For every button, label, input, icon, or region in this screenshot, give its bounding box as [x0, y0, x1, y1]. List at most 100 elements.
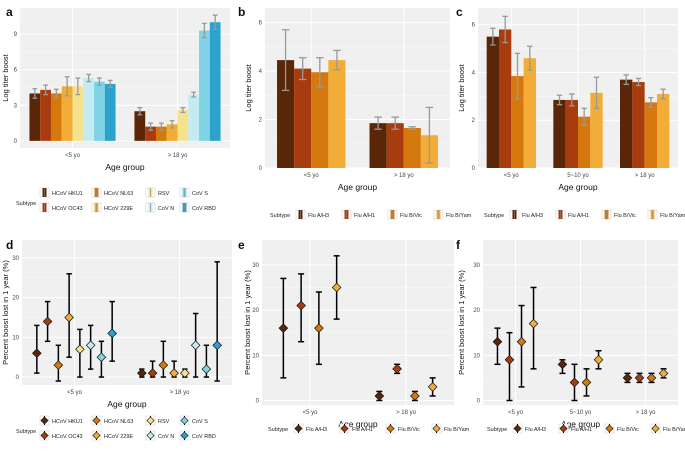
- legend-label: CoV S: [192, 191, 208, 197]
- point-marker: [75, 344, 85, 355]
- bar: [311, 72, 329, 168]
- x-tick-label: > 18 yo: [168, 153, 189, 159]
- x-tick-label: > 18 yo: [635, 173, 656, 179]
- y-tick-label: 0: [259, 166, 263, 172]
- legend-key-diamond: [180, 416, 189, 425]
- point-marker: [492, 336, 503, 347]
- x-tick-label: <5 yo: [67, 390, 83, 396]
- legend-label: RSV: [158, 419, 170, 425]
- point-marker: [646, 373, 657, 383]
- legend-label: CoV RBD: [192, 434, 216, 440]
- point-marker: [528, 318, 539, 329]
- point-marker: [96, 352, 107, 362]
- point-marker: [53, 360, 64, 370]
- bar: [83, 78, 95, 141]
- y-tick-label: 6: [472, 23, 476, 29]
- point-marker: [516, 336, 527, 347]
- y-axis-label: Log titer boost: [457, 63, 466, 111]
- bar: [328, 60, 346, 168]
- bar: [511, 76, 524, 168]
- bar: [499, 29, 512, 168]
- legend-label: Flu B/Yam: [444, 427, 470, 433]
- legend-label: CoV S: [192, 419, 208, 425]
- bar: [403, 128, 421, 168]
- y-tick-label: 6: [14, 68, 18, 74]
- bar: [565, 99, 578, 168]
- bar: [40, 89, 51, 141]
- y-axis-label: Log titer boost: [244, 63, 253, 111]
- panel-d: 0 10 20 30 <5 yo > 18 yo Age group Percent boos…: [1, 238, 232, 409]
- y-tick-label: 20: [252, 308, 259, 314]
- x-tick-label: > 18 yo: [170, 390, 191, 396]
- bar: [145, 126, 156, 141]
- bar: [294, 68, 312, 168]
- legend-title: Subtype: [484, 213, 504, 219]
- point-marker: [32, 348, 42, 359]
- legend-title: Subtype: [268, 427, 288, 433]
- legend-key-diamond: [180, 431, 189, 440]
- panel-f: 0 10 20 30 <5 yo 5~10 yo > 18 yo Age group Perce…: [456, 238, 678, 429]
- panel-label: b: [238, 5, 245, 19]
- panel-c: 0 2 4 6 <5 yo 5~10 yo > 18 yo Age group Log tite…: [456, 5, 678, 192]
- legend-label: Flu A/H1: [571, 427, 592, 433]
- point-marker: [557, 359, 568, 370]
- bar: [29, 93, 41, 141]
- y-axis-label: Log titer boost: [1, 53, 10, 101]
- y-tick-label: 0: [477, 398, 481, 404]
- legend-label: HCoV OC43: [52, 434, 83, 440]
- point-marker: [658, 368, 669, 379]
- legend-title: Subtype: [270, 213, 290, 219]
- point-marker: [137, 368, 147, 378]
- legend-key-diamond: [559, 424, 568, 433]
- y-tick-label: 2: [472, 118, 476, 124]
- x-tick-label: <5 yo: [504, 173, 520, 179]
- legend-title: Subtype: [487, 427, 507, 433]
- y-tick-label: 20: [473, 308, 480, 314]
- bar: [657, 93, 670, 168]
- panel-label: a: [6, 5, 13, 19]
- legend-title: Subtype: [16, 201, 36, 207]
- point-marker: [374, 391, 385, 401]
- x-axis-label: Age group: [558, 182, 597, 192]
- legend-panel-d: Subtype HCoV HKU1 HCoV NL63 RSV CoV S HCoV OC…: [16, 415, 216, 441]
- bar: [72, 86, 84, 141]
- y-tick-label: 6: [259, 21, 263, 27]
- legend-label: CoV N: [158, 434, 174, 440]
- x-tick-label: 5~10 yo: [570, 410, 592, 416]
- point-marker: [392, 364, 402, 374]
- bar: [50, 93, 62, 141]
- point-marker: [504, 354, 515, 365]
- bar: [277, 60, 295, 168]
- point-marker: [180, 368, 190, 378]
- bar: [61, 86, 73, 141]
- y-tick-label: 4: [472, 70, 476, 76]
- y-axis-label: Percent boost lost in 1 year (%): [1, 260, 10, 365]
- point-marker: [147, 368, 158, 378]
- y-tick-label: 3: [14, 103, 18, 109]
- y-tick-label: 9: [14, 32, 18, 38]
- legend-label: RSV: [158, 191, 170, 197]
- y-tick-label: 10: [12, 335, 19, 341]
- legend-label: Flu B/Vic: [400, 213, 422, 219]
- panel-b: 0 2 4 6 <5 yo > 18 yo Age group Log titer boost…: [238, 5, 450, 192]
- panel-label: f: [456, 238, 461, 252]
- y-tick-label: 20: [12, 296, 19, 302]
- point-marker: [296, 300, 306, 311]
- legend-key-diamond: [340, 424, 349, 433]
- bar: [134, 111, 146, 141]
- panel-a: 0 3 6 9 <5 yo > 18 yo Age group Log titer boost…: [1, 5, 230, 172]
- legend-label: CoV N: [158, 206, 174, 212]
- legend-label: HCoV HKU1: [52, 191, 83, 197]
- legend-label: CoV RBD: [192, 206, 216, 212]
- legend-label: Flu A/H3: [308, 213, 329, 219]
- x-tick-label: <5 yo: [304, 173, 320, 179]
- legend-label: Flu A/H3: [522, 213, 543, 219]
- y-tick-label: 0: [472, 166, 476, 172]
- point-marker: [622, 373, 633, 383]
- legend-key-diamond: [513, 424, 522, 433]
- bar: [553, 99, 566, 168]
- point-marker: [314, 323, 324, 333]
- legend-label: Flu A/H3: [306, 427, 327, 433]
- bar: [523, 58, 536, 168]
